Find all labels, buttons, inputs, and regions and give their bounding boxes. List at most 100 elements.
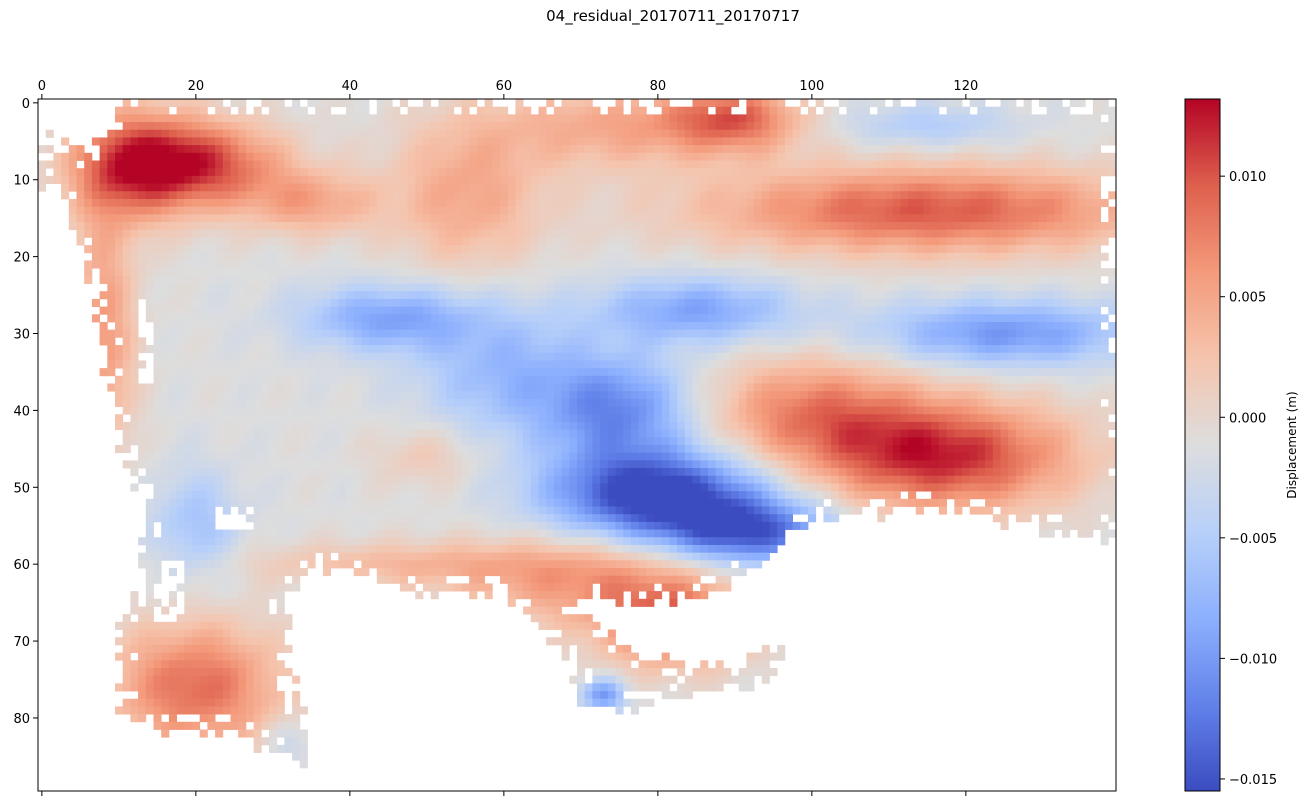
heatmap-cell [931, 298, 940, 307]
heatmap-cell [808, 245, 817, 254]
heatmap-cell [1039, 306, 1048, 315]
heatmap-cell [176, 175, 185, 184]
heatmap-cell [530, 152, 539, 161]
heatmap-cell [700, 275, 709, 284]
heatmap-cell [654, 352, 663, 361]
heatmap-cell [885, 160, 894, 169]
heatmap-cell [923, 168, 932, 177]
heatmap-cell [792, 260, 801, 269]
heatmap-cell [584, 352, 593, 361]
heatmap-cell [122, 245, 131, 254]
heatmap-cell [192, 329, 201, 338]
heatmap-cell [892, 198, 901, 208]
heatmap-cell [1062, 206, 1071, 215]
heatmap-cell [315, 145, 324, 154]
heatmap-cell [569, 237, 578, 246]
heatmap-cell [838, 229, 847, 238]
heatmap-cell [607, 145, 616, 154]
heatmap-cell [692, 252, 701, 261]
heatmap-cell [692, 222, 701, 231]
heatmap-cell [692, 329, 701, 338]
heatmap-cell [977, 122, 986, 131]
heatmap-cell [769, 283, 778, 292]
heatmap-cell [769, 114, 778, 123]
heatmap-cell [792, 245, 801, 254]
heatmap-cell [307, 260, 316, 269]
heatmap-cell [269, 329, 278, 338]
heatmap-cell [376, 152, 385, 161]
heatmap-cell [538, 229, 547, 238]
heatmap-cell [985, 106, 994, 115]
heatmap-cell [861, 352, 870, 361]
heatmap-cell [607, 152, 616, 161]
heatmap-cell [384, 145, 393, 154]
heatmap-cell [168, 337, 177, 346]
heatmap-cell [346, 368, 355, 377]
heatmap-cell [854, 237, 863, 246]
heatmap-cell [553, 106, 562, 115]
heatmap-cell [607, 198, 616, 208]
heatmap-cell [107, 314, 116, 323]
heatmap-cell [515, 268, 524, 277]
heatmap-cell [546, 268, 555, 277]
heatmap-cell [538, 222, 547, 231]
heatmap-cell [492, 168, 501, 177]
heatmap-cell [492, 237, 501, 246]
heatmap-cell [792, 152, 801, 161]
heatmap-cell [823, 360, 832, 369]
heatmap-cell [692, 160, 701, 169]
heatmap-cell [885, 360, 894, 369]
heatmap-cell [399, 122, 408, 131]
heatmap-cell [99, 160, 108, 169]
heatmap-cell [523, 114, 532, 123]
heatmap-cell [584, 237, 593, 246]
heatmap-cell [453, 245, 462, 254]
heatmap-cell [838, 206, 847, 215]
heatmap-cell [754, 245, 763, 254]
heatmap-cell [553, 214, 562, 223]
heatmap-cell [153, 175, 162, 184]
heatmap-cell [168, 360, 177, 369]
heatmap-cell [761, 283, 770, 292]
heatmap-cell [122, 298, 131, 307]
heatmap-cell [523, 321, 532, 331]
heatmap-cell [476, 260, 485, 269]
heatmap-cell [184, 275, 193, 284]
heatmap-cell [738, 245, 747, 254]
heatmap-cell [646, 368, 655, 377]
heatmap-cell [361, 368, 370, 377]
heatmap-cell [176, 145, 185, 154]
heatmap-cell [1100, 237, 1109, 246]
heatmap-cell [122, 375, 131, 384]
heatmap-cell [1023, 191, 1032, 200]
heatmap-cell [492, 291, 501, 300]
heatmap-cell [1092, 383, 1101, 392]
heatmap-cell [815, 237, 824, 246]
heatmap-cell [184, 314, 193, 323]
heatmap-cell [684, 252, 693, 261]
heatmap-cell [207, 214, 216, 223]
heatmap-cell [854, 260, 863, 269]
heatmap-cell [823, 245, 832, 254]
heatmap-cell [415, 375, 424, 384]
heatmap-cell [192, 191, 201, 200]
heatmap-cell [261, 160, 270, 169]
heatmap-cell [184, 337, 193, 346]
heatmap-cell [692, 99, 701, 108]
heatmap-cell [292, 160, 301, 169]
heatmap-cell [977, 152, 986, 161]
heatmap-cell [584, 137, 593, 146]
heatmap-cell [115, 306, 124, 315]
heatmap-cell [654, 229, 663, 238]
heatmap-cell [761, 183, 770, 192]
heatmap-cell [415, 222, 424, 231]
heatmap-cell [469, 160, 478, 169]
heatmap-cell [715, 106, 724, 115]
heatmap-cell [1023, 260, 1032, 269]
heatmap-cell [1062, 383, 1071, 392]
heatmap-cell [161, 122, 170, 131]
heatmap-cell [731, 383, 740, 392]
heatmap-cell [276, 321, 285, 331]
heatmap-cell [877, 106, 886, 115]
heatmap-cell [222, 129, 231, 138]
